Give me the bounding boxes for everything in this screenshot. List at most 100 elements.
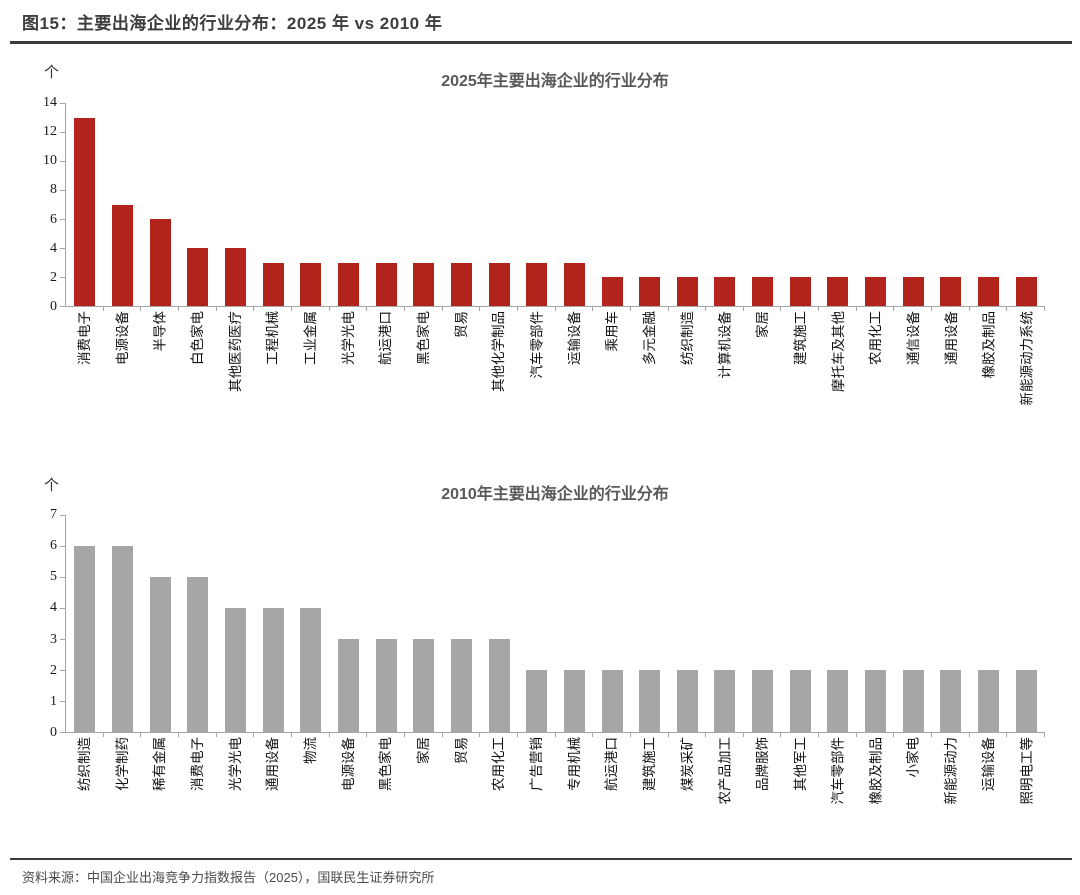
bar-slot: [292, 103, 330, 306]
bar: [714, 670, 736, 732]
x-tick-mark: [631, 307, 669, 311]
bar-slot: [443, 103, 481, 306]
bar-slot: [292, 515, 330, 732]
x-category-label-text: 消费电子: [76, 311, 92, 365]
x-category-label: 纺织制造: [668, 307, 706, 452]
x-category-label-text: 纺织制造: [76, 737, 92, 791]
x-tick-mark: [781, 733, 820, 737]
y-tick-label: 8: [50, 182, 57, 198]
x-category-label: 摩托车及其他: [819, 307, 857, 452]
y-axis-unit-label: 个: [44, 478, 60, 494]
y-tick-mark: [60, 306, 65, 307]
x-tick-mark: [141, 733, 179, 737]
x-tick-mark: [217, 307, 255, 311]
x-tick-mark: [179, 733, 217, 737]
bar-slot: [744, 103, 782, 306]
y-axis-tick-labels: 0 1 2 3 4 5 6 7: [0, 507, 57, 740]
x-category-label-text: 通用设备: [265, 737, 281, 791]
bar: [563, 262, 585, 306]
x-category-label-text: 贸易: [453, 737, 469, 764]
bar: [714, 277, 736, 306]
bar-slot: [781, 515, 819, 732]
y-tick-mark: [60, 515, 65, 516]
chart-2025-industry-distribution: 个 2025年主要出海企业的行业分布 0 2 4 6 8 10 12 14 消费电子 电源设备 半…: [0, 55, 1080, 455]
x-category-label-text: 光学光电: [340, 311, 356, 365]
x-category-label-text: 通信设备: [905, 311, 921, 365]
bar-slot: [104, 515, 142, 732]
bar-slot: [330, 515, 368, 732]
bar-slot: [254, 103, 292, 306]
x-tick-mark: [556, 307, 594, 311]
x-tick-mark: [970, 733, 1008, 737]
bars-row: [66, 103, 1045, 306]
bar: [865, 670, 887, 732]
bar: [676, 277, 698, 306]
bar-slot: [367, 103, 405, 306]
bar: [639, 277, 661, 306]
bar: [74, 546, 96, 732]
bar-slot: [744, 515, 782, 732]
x-axis-category-labels: 消费电子 电源设备 半导体 白色家电 其他医药医疗 工程机械 工业金属 光学光电 航运港口 黑色家…: [65, 307, 1045, 452]
x-category-label: 白色家电: [178, 307, 216, 452]
bar: [789, 277, 811, 306]
bar-slot: [104, 103, 142, 306]
x-tick-mark: [104, 733, 142, 737]
bar: [450, 262, 472, 306]
x-tick-mark: [744, 733, 782, 737]
x-category-label-text: 物流: [302, 737, 318, 764]
y-tick-label: 0: [50, 299, 57, 314]
bar: [865, 277, 887, 306]
x-category-label: 多元金融: [630, 307, 668, 452]
x-tick-mark: [819, 733, 857, 737]
x-category-label: 黑色家电: [404, 307, 442, 452]
bar: [601, 670, 623, 732]
x-category-label-text: 纺织制造: [679, 311, 695, 365]
bar: [187, 248, 209, 306]
bar: [375, 639, 397, 732]
x-category-label: 建筑施工: [630, 733, 668, 857]
x-category-label-text: 新能源动力系统: [1019, 311, 1035, 406]
x-category-label-text: 橡胶及制品: [981, 311, 997, 379]
x-tick-mark: [66, 733, 104, 737]
bar-slot: [405, 103, 443, 306]
bar-slot: [932, 515, 970, 732]
bar: [413, 639, 435, 732]
bar-slot: [66, 515, 104, 732]
bar: [413, 262, 435, 306]
x-category-label: 消费电子: [178, 733, 216, 857]
x-category-label-text: 专用机械: [566, 737, 582, 791]
x-category-label: 家居: [404, 733, 442, 857]
bar: [488, 262, 510, 306]
y-tick-mark: [60, 732, 65, 733]
y-tick-label: 14: [43, 95, 57, 110]
x-category-label-text: 其他医药医疗: [227, 311, 243, 392]
bar: [752, 277, 774, 306]
x-category-label: 新能源动力系统: [1007, 307, 1045, 452]
x-category-label-text: 品牌服饰: [755, 737, 771, 791]
chart-title-2025: 2025年主要出海企业的行业分布: [441, 73, 669, 90]
figure-header: 图15：主要出海企业的行业分布：2025 年 vs 2010 年: [10, 0, 1072, 44]
x-tick-mark: [141, 307, 179, 311]
x-category-label-text: 黑色家电: [378, 737, 394, 791]
bar-slot: [480, 515, 518, 732]
chart-title-2010: 2010年主要出海企业的行业分布: [441, 486, 669, 503]
x-tick-mark: [932, 307, 970, 311]
y-axis-tick-labels: 0 2 4 6 8 10 12 14: [0, 95, 57, 314]
x-category-label: 稀有金属: [140, 733, 178, 857]
x-category-label: 汽车零部件: [517, 307, 555, 452]
bar-slot: [932, 103, 970, 306]
bar: [111, 204, 133, 306]
bar-slot: [254, 515, 292, 732]
y-tick-label: 6: [50, 211, 57, 227]
bar-slot: [857, 515, 895, 732]
x-category-label: 运输设备: [555, 307, 593, 452]
x-category-label-text: 工业金属: [302, 311, 318, 365]
x-category-label-text: 通用设备: [943, 311, 959, 365]
bar: [752, 670, 774, 732]
y-tick-label: 1: [50, 693, 57, 709]
x-category-label-text: 光学光电: [227, 737, 243, 791]
bar: [488, 639, 510, 732]
x-category-label: 其他军工: [781, 733, 819, 857]
bar-slot: [593, 515, 631, 732]
x-category-label-text: 农用化工: [491, 737, 507, 791]
